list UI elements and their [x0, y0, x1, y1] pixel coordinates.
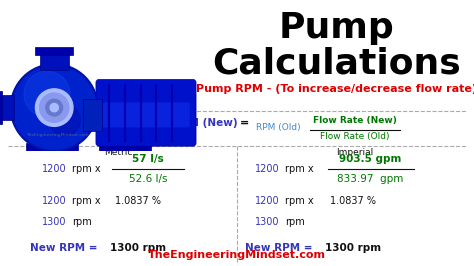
Circle shape [40, 93, 69, 122]
FancyBboxPatch shape [96, 80, 196, 146]
Text: rpm: rpm [285, 217, 305, 227]
Text: Imperial: Imperial [337, 148, 374, 157]
Text: rpm x: rpm x [72, 196, 100, 206]
Text: rpm x: rpm x [72, 164, 100, 174]
Text: 1300: 1300 [42, 217, 66, 227]
Circle shape [50, 103, 58, 112]
Circle shape [24, 71, 70, 117]
Text: Formula:: Formula: [77, 118, 133, 128]
FancyBboxPatch shape [40, 51, 69, 70]
FancyBboxPatch shape [36, 47, 73, 56]
Text: Flow Rate (New): Flow Rate (New) [313, 116, 397, 125]
Text: Flow Rate (Old): Flow Rate (Old) [320, 132, 390, 141]
FancyBboxPatch shape [0, 91, 2, 124]
Text: Pump RPM - (To increase/decrease flow rate): Pump RPM - (To increase/decrease flow ra… [197, 84, 474, 94]
Text: 1200: 1200 [42, 196, 67, 206]
Text: 1.0837 %: 1.0837 % [330, 196, 376, 206]
Text: 57 l/s: 57 l/s [132, 154, 164, 164]
Text: RPM (New): RPM (New) [173, 118, 237, 128]
Text: 903.5 gpm: 903.5 gpm [339, 154, 401, 164]
FancyBboxPatch shape [26, 143, 78, 151]
Text: TheEngineeringMindset.com: TheEngineeringMindset.com [26, 133, 89, 137]
Text: 833.97  gpm: 833.97 gpm [337, 174, 403, 184]
Text: New RPM =: New RPM = [30, 243, 98, 253]
Text: 1200: 1200 [255, 164, 280, 174]
Text: rpm x: rpm x [285, 164, 314, 174]
Text: Pump: Pump [279, 11, 395, 45]
Circle shape [46, 99, 63, 116]
Text: Metric: Metric [104, 148, 132, 157]
Text: TheEngineeringMindset.com: TheEngineeringMindset.com [148, 250, 326, 260]
Circle shape [36, 89, 73, 126]
Text: 1200: 1200 [42, 164, 67, 174]
Text: 1300 rpm: 1300 rpm [110, 243, 166, 253]
Text: =: = [240, 118, 250, 128]
Text: 1200: 1200 [255, 196, 280, 206]
Text: RPM (Old): RPM (Old) [255, 123, 301, 132]
Text: New RPM =: New RPM = [245, 243, 312, 253]
Text: rpm x: rpm x [285, 196, 314, 206]
Text: Calculations: Calculations [213, 46, 461, 80]
Text: 52.6 l/s: 52.6 l/s [129, 174, 167, 184]
FancyBboxPatch shape [83, 99, 102, 131]
Circle shape [12, 66, 96, 149]
FancyBboxPatch shape [99, 143, 151, 151]
Circle shape [49, 105, 80, 136]
FancyBboxPatch shape [0, 95, 14, 120]
FancyBboxPatch shape [102, 102, 190, 127]
Text: 1.0837 %: 1.0837 % [115, 196, 161, 206]
Text: rpm: rpm [72, 217, 92, 227]
Text: 1300 rpm: 1300 rpm [325, 243, 381, 253]
Circle shape [10, 64, 98, 151]
Text: 1300: 1300 [255, 217, 280, 227]
